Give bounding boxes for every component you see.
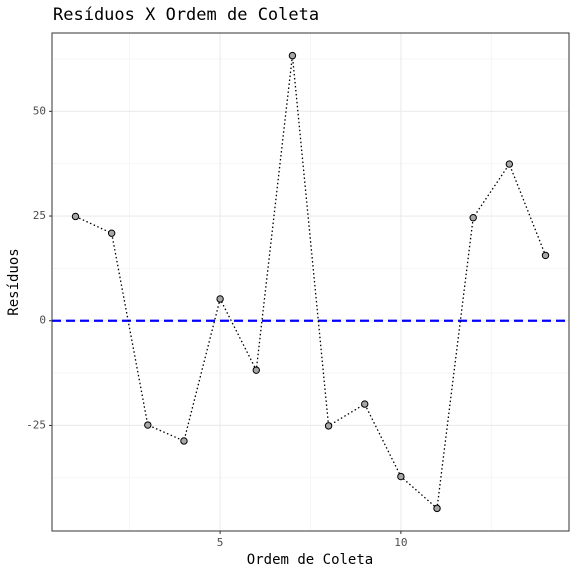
point (469, 214, 477, 222)
point (107, 229, 116, 237)
point (361, 400, 369, 408)
point (71, 212, 80, 221)
point (288, 51, 297, 60)
x-axis-label: Ordem de Coleta (247, 552, 373, 568)
point (216, 295, 224, 303)
series-line (75, 55, 547, 510)
point (433, 504, 441, 513)
point (144, 421, 152, 429)
y-tick-label: 50 (33, 104, 46, 117)
y-tick-label: -25 (26, 418, 46, 431)
y-tick-label: 0 (39, 314, 46, 327)
chart-title: Resíduos X Ordem de Coleta (53, 5, 319, 25)
point (397, 472, 405, 481)
y-tick-label: 25 (33, 209, 46, 222)
point (324, 422, 333, 430)
point (505, 160, 514, 168)
x-tick-label: 5 (217, 536, 224, 549)
point (541, 251, 550, 260)
y-axis-label: Resíduos (6, 248, 22, 315)
panel-border (51, 32, 570, 532)
point (180, 437, 188, 445)
point (252, 366, 260, 374)
x-tick-label: 10 (394, 536, 407, 549)
